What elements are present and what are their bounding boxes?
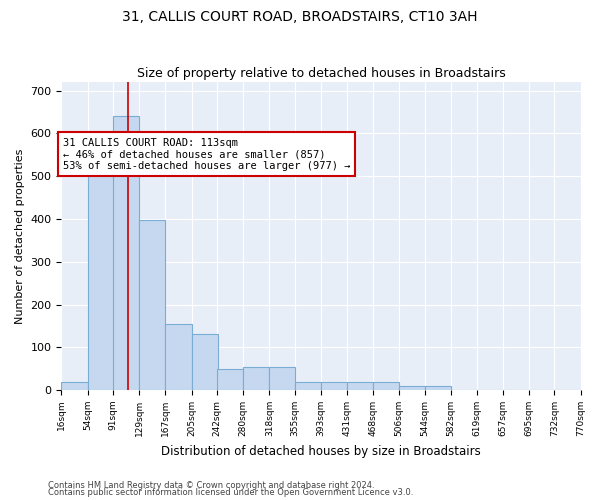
Bar [191, 334, 218, 390]
Bar [373, 382, 399, 390]
Bar [347, 382, 373, 390]
Text: Contains public sector information licensed under the Open Government Licence v3: Contains public sector information licen… [48, 488, 413, 497]
Bar [217, 368, 243, 390]
Bar [399, 386, 425, 390]
Bar [88, 170, 114, 390]
Bar [295, 382, 321, 390]
Bar [113, 116, 139, 390]
Bar [61, 382, 88, 390]
Text: 31, CALLIS COURT ROAD, BROADSTAIRS, CT10 3AH: 31, CALLIS COURT ROAD, BROADSTAIRS, CT10… [122, 10, 478, 24]
Bar [425, 386, 451, 390]
Bar [166, 324, 191, 390]
Bar [269, 366, 295, 390]
Text: 31 CALLIS COURT ROAD: 113sqm
← 46% of detached houses are smaller (857)
53% of s: 31 CALLIS COURT ROAD: 113sqm ← 46% of de… [63, 138, 350, 171]
Y-axis label: Number of detached properties: Number of detached properties [15, 148, 25, 324]
Bar [243, 366, 269, 390]
Bar [139, 220, 166, 390]
Bar [321, 382, 347, 390]
X-axis label: Distribution of detached houses by size in Broadstairs: Distribution of detached houses by size … [161, 444, 481, 458]
Title: Size of property relative to detached houses in Broadstairs: Size of property relative to detached ho… [137, 66, 505, 80]
Text: Contains HM Land Registry data © Crown copyright and database right 2024.: Contains HM Land Registry data © Crown c… [48, 480, 374, 490]
